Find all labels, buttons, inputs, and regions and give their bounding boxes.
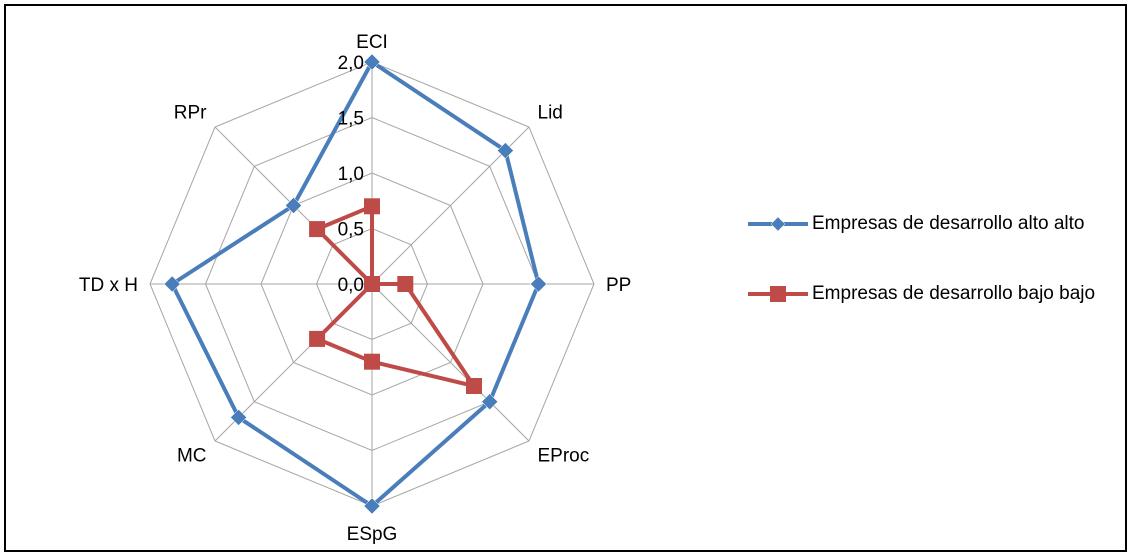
chart-frame: [4, 4, 1127, 552]
data-point-series-2: [466, 378, 482, 394]
data-point-series-1: [481, 393, 499, 411]
axis-label: Lid: [538, 103, 563, 124]
legend-swatch-series-1: [748, 216, 808, 232]
axis-label: MC: [177, 446, 207, 467]
tick-label: 0,0: [338, 275, 364, 296]
data-point-series-1: [363, 497, 381, 515]
tick-label: 0,5: [338, 220, 364, 241]
tick-label: 2,0: [338, 53, 364, 74]
data-point-series-2: [309, 330, 326, 347]
data-point-series-2: [364, 198, 380, 215]
data-point-series-1: [285, 197, 302, 214]
data-point-series-1: [530, 275, 547, 293]
axis-label: TD x H: [79, 275, 138, 296]
data-point-series-2: [364, 276, 380, 292]
tick-label: 1,0: [338, 164, 364, 185]
legend-item-series-2: Empresas de desarrollo bajo bajo: [748, 280, 1118, 350]
legend-item-series-1: Empresas de desarrollo alto alto: [748, 210, 1118, 280]
data-point-series-1: [363, 53, 381, 71]
data-point-series-1: [163, 275, 181, 293]
axis-label: PP: [606, 275, 631, 296]
data-point-series-2: [397, 276, 414, 292]
axis-label: RPr: [174, 103, 207, 124]
legend-label-series-1: Empresas de desarrollo alto alto: [812, 213, 1085, 234]
data-point-series-2: [309, 221, 326, 238]
data-point-series-1: [230, 409, 247, 426]
legend: Empresas de desarrollo alto alto Empresa…: [748, 210, 1118, 350]
legend-swatch-series-2: [748, 286, 808, 302]
axis-label: ECI: [356, 32, 388, 53]
grid-spoke: [371, 283, 530, 442]
tick-label: 1,5: [338, 109, 364, 130]
legend-label-series-2: Empresas de desarrollo bajo bajo: [812, 283, 1096, 304]
axis-label: EProc: [538, 446, 590, 467]
axis-label: ESpG: [347, 524, 398, 545]
data-point-series-1: [497, 142, 514, 159]
data-point-series-2: [364, 353, 380, 370]
